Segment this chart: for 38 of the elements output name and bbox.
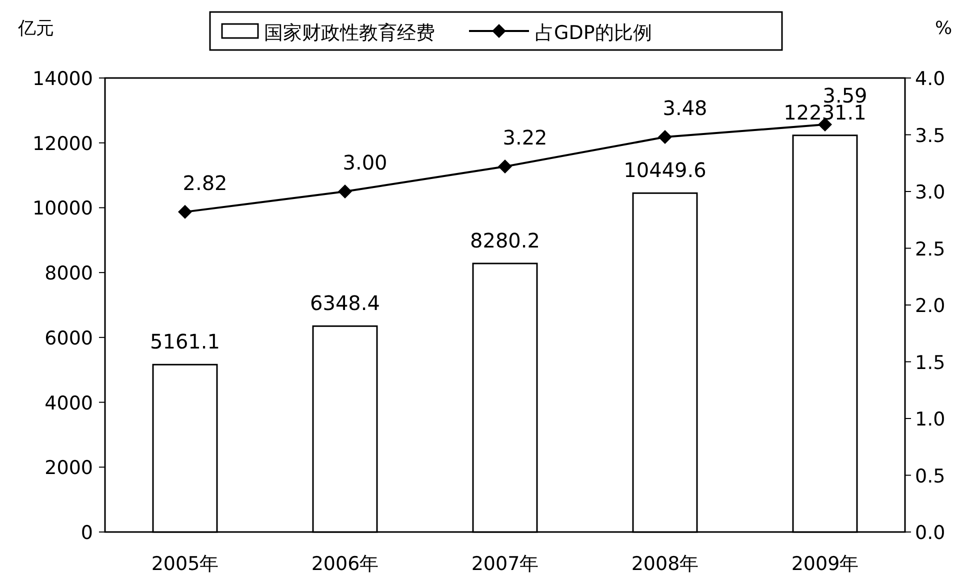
x-tick-label: 2006年	[311, 553, 379, 575]
y2-tick-label: 3.5	[915, 124, 946, 147]
legend-label: 国家财政性教育经费	[264, 22, 435, 44]
data-label: 3.22	[502, 126, 548, 150]
x-tick-label: 2005年	[151, 553, 219, 575]
legend-label: 占GDP的比例	[535, 22, 652, 44]
y2-tick-label: 4.0	[915, 68, 946, 90]
point	[338, 184, 352, 198]
y2-tick-label: 1.0	[915, 408, 946, 430]
point	[178, 204, 192, 219]
point	[658, 130, 672, 144]
y2-tick-label: 0.0	[915, 522, 946, 544]
x-tick-label: 2008年	[631, 553, 699, 575]
y2-tick-label: 3.0	[915, 182, 946, 204]
y2-tick-label: 0.5	[915, 465, 946, 488]
data-label: 2.82	[182, 170, 228, 195]
y2-tick-label: 2.0	[915, 295, 946, 317]
y2-tick-label: 1.5	[915, 352, 946, 374]
y-axis-title: 亿元	[17, 18, 54, 39]
data-label: 3.00	[342, 150, 388, 174]
y-tick-label: 2000	[44, 457, 93, 480]
y-tick-label: 10000	[32, 198, 93, 220]
y-tick-label: 14000	[32, 68, 93, 90]
data-label: 10449.6	[624, 158, 706, 182]
y-tick-label: 4000	[44, 392, 93, 414]
data-label: 8280.2	[470, 228, 540, 252]
x-tick-label: 2009年	[791, 553, 859, 575]
point	[498, 160, 512, 174]
data-label: 6348.4	[310, 291, 380, 316]
y2-axis-title: %	[935, 18, 952, 39]
data-label: 5161.1	[150, 330, 220, 354]
y-tick-label: 12000	[32, 132, 93, 155]
y-tick-label: 0	[80, 522, 93, 544]
y2-tick-label: 2.5	[915, 238, 946, 260]
data-label: 3.48	[662, 96, 708, 120]
y-tick-label: 6000	[44, 327, 93, 350]
x-tick-label: 2007年	[471, 553, 539, 575]
y-tick-label: 8000	[44, 262, 93, 285]
